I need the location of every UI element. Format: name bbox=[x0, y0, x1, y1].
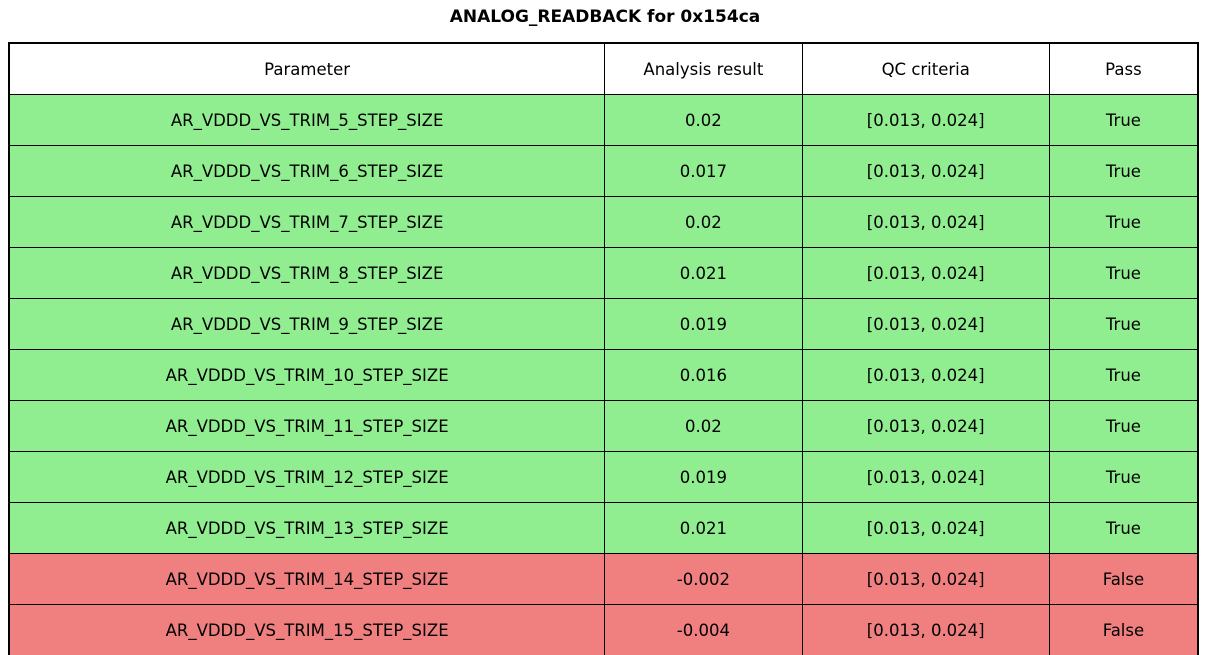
analysis-result-cell: 0.02 bbox=[604, 196, 803, 248]
column-header-parameter: Parameter bbox=[8, 42, 606, 95]
qc-criteria-cell: [0.013, 0.024] bbox=[801, 451, 1050, 503]
qc-criteria-cell: [0.013, 0.024] bbox=[801, 502, 1050, 554]
parameter-cell: AR_VDDD_VS_TRIM_10_STEP_SIZE bbox=[8, 349, 606, 401]
table-row: AR_VDDD_VS_TRIM_15_STEP_SIZE -0.004 [0.013… bbox=[8, 604, 1199, 655]
table-row: AR_VDDD_VS_TRIM_10_STEP_SIZE 0.016 [0.013,… bbox=[8, 349, 1199, 401]
qc-criteria-cell: [0.013, 0.024] bbox=[801, 349, 1050, 401]
analysis-result-cell: 0.019 bbox=[604, 298, 803, 350]
pass-cell: True bbox=[1048, 451, 1199, 503]
analysis-result-cell: -0.002 bbox=[604, 553, 803, 605]
qc-results-table: Parameter Analysis result QC criteria Pass … bbox=[8, 42, 1199, 655]
table-row: AR_VDDD_VS_TRIM_11_STEP_SIZE 0.02 [0.013, … bbox=[8, 400, 1199, 452]
qc-criteria-cell: [0.013, 0.024] bbox=[801, 298, 1050, 350]
column-header-analysis-result: Analysis result bbox=[604, 42, 803, 95]
table-row: AR_VDDD_VS_TRIM_5_STEP_SIZE 0.02 [0.013, 0… bbox=[8, 94, 1199, 146]
table-row: AR_VDDD_VS_TRIM_6_STEP_SIZE 0.017 [0.013, … bbox=[8, 145, 1199, 197]
analysis-result-cell: 0.021 bbox=[604, 247, 803, 299]
qc-criteria-cell: [0.013, 0.024] bbox=[801, 604, 1050, 655]
header-row: Parameter Analysis result QC criteria Pass bbox=[8, 42, 1199, 95]
parameter-cell: AR_VDDD_VS_TRIM_13_STEP_SIZE bbox=[8, 502, 606, 554]
analysis-result-cell: -0.004 bbox=[604, 604, 803, 655]
qc-criteria-cell: [0.013, 0.024] bbox=[801, 247, 1050, 299]
table-row: AR_VDDD_VS_TRIM_13_STEP_SIZE 0.021 [0.013,… bbox=[8, 502, 1199, 554]
table-row: AR_VDDD_VS_TRIM_14_STEP_SIZE -0.002 [0.013… bbox=[8, 553, 1199, 605]
pass-cell: True bbox=[1048, 349, 1199, 401]
analysis-result-cell: 0.021 bbox=[604, 502, 803, 554]
qc-criteria-cell: [0.013, 0.024] bbox=[801, 553, 1050, 605]
page-title: ANALOG_READBACK for 0x154ca bbox=[449, 7, 761, 27]
analysis-result-cell: 0.016 bbox=[604, 349, 803, 401]
qc-criteria-cell: [0.013, 0.024] bbox=[801, 400, 1050, 452]
pass-cell: True bbox=[1048, 247, 1199, 299]
table-row: AR_VDDD_VS_TRIM_7_STEP_SIZE 0.02 [0.013, 0… bbox=[8, 196, 1199, 248]
qc-criteria-cell: [0.013, 0.024] bbox=[801, 196, 1050, 248]
column-header-pass: Pass bbox=[1048, 42, 1199, 95]
pass-cell: True bbox=[1048, 502, 1199, 554]
pass-cell: False bbox=[1048, 604, 1199, 655]
parameter-cell: AR_VDDD_VS_TRIM_6_STEP_SIZE bbox=[8, 145, 606, 197]
pass-cell: False bbox=[1048, 553, 1199, 605]
parameter-cell: AR_VDDD_VS_TRIM_9_STEP_SIZE bbox=[8, 298, 606, 350]
analysis-result-cell: 0.02 bbox=[604, 94, 803, 146]
analysis-result-cell: 0.02 bbox=[604, 400, 803, 452]
pass-cell: True bbox=[1048, 298, 1199, 350]
parameter-cell: AR_VDDD_VS_TRIM_14_STEP_SIZE bbox=[8, 553, 606, 605]
table-row: AR_VDDD_VS_TRIM_12_STEP_SIZE 0.019 [0.013,… bbox=[8, 451, 1199, 503]
parameter-cell: AR_VDDD_VS_TRIM_11_STEP_SIZE bbox=[8, 400, 606, 452]
pass-cell: True bbox=[1048, 400, 1199, 452]
pass-cell: True bbox=[1048, 196, 1199, 248]
parameter-cell: AR_VDDD_VS_TRIM_12_STEP_SIZE bbox=[8, 451, 606, 503]
qc-criteria-cell: [0.013, 0.024] bbox=[801, 145, 1050, 197]
table-body: AR_VDDD_VS_TRIM_5_STEP_SIZE 0.02 [0.013, 0… bbox=[8, 94, 1199, 655]
analysis-result-cell: 0.017 bbox=[604, 145, 803, 197]
pass-cell: True bbox=[1048, 145, 1199, 197]
pass-cell: True bbox=[1048, 94, 1199, 146]
analysis-result-cell: 0.019 bbox=[604, 451, 803, 503]
parameter-cell: AR_VDDD_VS_TRIM_15_STEP_SIZE bbox=[8, 604, 606, 655]
qc-criteria-cell: [0.013, 0.024] bbox=[801, 94, 1050, 146]
table-header: Parameter Analysis result QC criteria Pass bbox=[8, 42, 1199, 95]
column-header-qc-criteria: QC criteria bbox=[801, 42, 1050, 95]
parameter-cell: AR_VDDD_VS_TRIM_8_STEP_SIZE bbox=[8, 247, 606, 299]
parameter-cell: AR_VDDD_VS_TRIM_7_STEP_SIZE bbox=[8, 196, 606, 248]
table-row: AR_VDDD_VS_TRIM_8_STEP_SIZE 0.021 [0.013, … bbox=[8, 247, 1199, 299]
table-row: AR_VDDD_VS_TRIM_9_STEP_SIZE 0.019 [0.013, … bbox=[8, 298, 1199, 350]
parameter-cell: AR_VDDD_VS_TRIM_5_STEP_SIZE bbox=[8, 94, 606, 146]
